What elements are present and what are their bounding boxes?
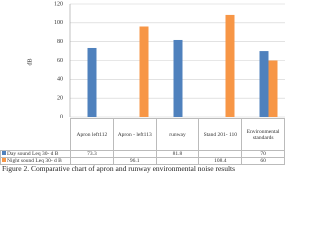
value-cell: 81.8 xyxy=(155,150,200,158)
y-tick-label: 120 xyxy=(54,1,63,7)
value-cell xyxy=(198,150,243,158)
category-label: Apron - left113 xyxy=(112,118,157,151)
value-cell: 73.3 xyxy=(70,150,114,158)
legend-label: Day sound Leq 30- d B xyxy=(7,151,59,157)
bar xyxy=(87,47,97,118)
category-label: Environmental standards xyxy=(241,118,285,151)
y-tick-label: 100 xyxy=(54,20,63,26)
series-row: Night sound Leq 30- d B 96.1 108.4 60 xyxy=(0,157,285,165)
chart: dB 0 20 40 60 80 100 120 xyxy=(27,1,285,118)
caption: Figure 2. Comparative chart of apron and… xyxy=(2,164,236,173)
legend-label: Night sound Leq 30- d B xyxy=(7,158,62,164)
category-label: runway xyxy=(155,118,200,151)
legend-entry: Night sound Leq 30- d B xyxy=(0,157,71,165)
data-table: Apron left112 Apron - left113 runway Stand … xyxy=(0,118,285,165)
bar xyxy=(225,14,235,118)
bar xyxy=(139,26,149,118)
y-tick-label: 80 xyxy=(57,39,63,45)
value-cell xyxy=(112,150,157,158)
y-tick-label: 20 xyxy=(57,96,63,102)
value-cell: 60 xyxy=(241,157,285,165)
y-tick-label: 0 xyxy=(60,114,63,118)
y-axis-label: dB xyxy=(27,58,33,65)
bar xyxy=(173,39,183,118)
category-row: Apron left112 Apron - left113 runway Stand … xyxy=(1,118,285,151)
bar xyxy=(268,60,278,117)
chart-page: dB 0 20 40 60 80 100 120 Apron left112 Apron - … xyxy=(0,1,285,173)
legend-entry: Day sound Leq 30- d B xyxy=(0,150,71,158)
category-label: Stand 201- 110 xyxy=(198,118,243,151)
legend-swatch xyxy=(2,151,6,155)
bar xyxy=(259,51,269,118)
y-tick-label: 60 xyxy=(57,58,63,64)
series-row: Day sound Leq 30- d B 73.3 81.8 70 xyxy=(0,150,285,158)
y-tick-label: 40 xyxy=(57,77,63,83)
value-cell: 70 xyxy=(241,150,285,158)
category-label: Apron left112 xyxy=(70,118,114,151)
legend-swatch xyxy=(2,158,6,162)
